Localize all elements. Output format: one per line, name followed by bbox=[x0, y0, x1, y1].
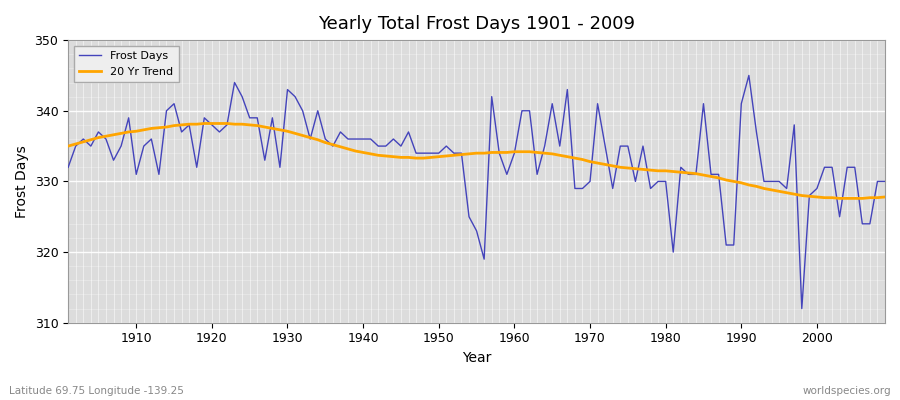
Frost Days bbox=[879, 179, 890, 184]
Frost Days bbox=[63, 165, 74, 170]
Text: Latitude 69.75 Longitude -139.25: Latitude 69.75 Longitude -139.25 bbox=[9, 386, 184, 396]
X-axis label: Year: Year bbox=[462, 351, 491, 365]
Frost Days bbox=[335, 130, 346, 134]
20 Yr Trend bbox=[517, 149, 527, 154]
Line: Frost Days: Frost Days bbox=[68, 76, 885, 308]
Frost Days bbox=[123, 116, 134, 120]
Text: worldspecies.org: worldspecies.org bbox=[803, 386, 891, 396]
20 Yr Trend bbox=[879, 194, 890, 199]
Frost Days bbox=[743, 73, 754, 78]
Frost Days bbox=[509, 151, 520, 156]
20 Yr Trend bbox=[199, 121, 210, 126]
20 Yr Trend bbox=[343, 146, 354, 151]
Y-axis label: Frost Days: Frost Days bbox=[15, 145, 29, 218]
20 Yr Trend bbox=[834, 196, 845, 201]
20 Yr Trend bbox=[297, 133, 308, 138]
Frost Days bbox=[290, 94, 301, 99]
Legend: Frost Days, 20 Yr Trend: Frost Days, 20 Yr Trend bbox=[74, 46, 179, 82]
20 Yr Trend bbox=[608, 164, 618, 168]
Title: Yearly Total Frost Days 1901 - 2009: Yearly Total Frost Days 1901 - 2009 bbox=[318, 15, 635, 33]
20 Yr Trend bbox=[123, 130, 134, 134]
Frost Days bbox=[599, 144, 610, 148]
Frost Days bbox=[501, 172, 512, 177]
Frost Days bbox=[796, 306, 807, 311]
20 Yr Trend bbox=[63, 144, 74, 148]
20 Yr Trend bbox=[509, 149, 520, 154]
Line: 20 Yr Trend: 20 Yr Trend bbox=[68, 124, 885, 198]
